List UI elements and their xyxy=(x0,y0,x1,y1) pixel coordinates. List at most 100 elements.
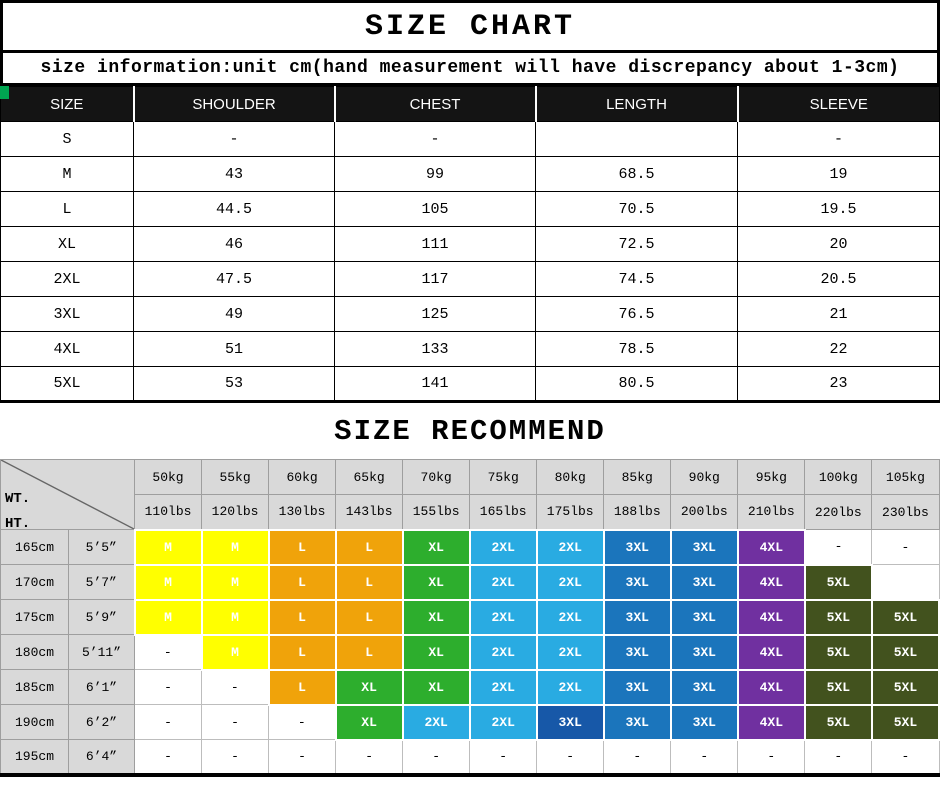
size-recommendation-cell: - xyxy=(268,739,337,775)
size-recommendation-cell: XL xyxy=(401,668,471,706)
size-label-cell: 5XL xyxy=(0,366,134,402)
measurement-cell: 78.5 xyxy=(535,331,738,367)
size-table-header-row: SIZE SHOULDER CHEST LENGTH SLEEVE xyxy=(0,86,940,122)
size-recommendation-cell: 3XL xyxy=(602,633,672,671)
size-recommendation-cell: 3XL xyxy=(535,703,605,741)
weight-lbs-header: 220lbs xyxy=(804,494,873,530)
rec-table-body: 165cm 5’5” M M L L XL 2XL 2XL 3XL 3XL 4XL - -170cm 5’7… xyxy=(0,528,940,775)
measurement-cell: 49 xyxy=(133,296,335,332)
size-recommendation-cell: L xyxy=(334,598,404,636)
size-recommendation-cell: - xyxy=(133,669,203,705)
size-recommendation-cell: - xyxy=(201,669,270,705)
height-cm-label: 185cm xyxy=(0,669,69,705)
measurement-cell: 19.5 xyxy=(737,191,940,227)
measurement-cell: - xyxy=(737,121,940,157)
size-recommendation-cell: 5XL xyxy=(870,598,940,636)
weight-kg-header: 85kg xyxy=(603,459,672,495)
weight-lbs-header: 165lbs xyxy=(469,494,538,530)
size-recommendation-cell: L xyxy=(334,563,404,601)
size-label-cell: L xyxy=(0,191,134,227)
size-recommendation-cell: 3XL xyxy=(602,563,672,601)
weight-kg-header: 95kg xyxy=(737,459,806,495)
size-recommendation-cell: XL xyxy=(334,668,404,706)
weight-kg-header: 60kg xyxy=(268,459,337,495)
size-recommendation-cell: - xyxy=(804,529,873,565)
size-recommendation-cell: XL xyxy=(401,563,471,601)
size-recommendation-cell: M xyxy=(133,563,203,601)
measurement-cell: 105 xyxy=(334,191,536,227)
size-table-row: S--- xyxy=(0,121,940,157)
measurement-cell: 74.5 xyxy=(535,261,738,297)
measurement-cell: 141 xyxy=(334,366,536,402)
size-recommendation-cell: XL xyxy=(401,633,471,671)
size-recommendation-cell: 4XL xyxy=(736,633,806,671)
size-recommendation-cell xyxy=(871,564,940,600)
measurement-cell: 51 xyxy=(133,331,335,367)
green-corner-mark xyxy=(0,86,9,99)
height-cm-label: 170cm xyxy=(0,564,69,600)
weight-kg-header: 75kg xyxy=(469,459,538,495)
weight-kg-header: 105kg xyxy=(871,459,940,495)
size-recommendation-cell: - xyxy=(871,529,940,565)
rec-table-row: 170cm 5’7” M M L L XL 2XL 2XL 3XL 3XL 4XL 5XL xyxy=(0,563,940,601)
size-recommendation-cell: 3XL xyxy=(669,633,739,671)
size-recommendation-cell: 2XL xyxy=(535,528,605,566)
size-recommendation-cell: - xyxy=(804,739,873,775)
size-table-row: XL 46 111 72.5 20 xyxy=(0,226,940,262)
corner-cell: WT. HT. xyxy=(0,459,135,530)
size-recommendation-cell: 4XL xyxy=(736,563,806,601)
weight-kg-header: 80kg xyxy=(536,459,605,495)
size-recommendation-cell: M xyxy=(200,563,270,601)
size-column-header: SIZE xyxy=(0,86,134,122)
weight-lbs-header: 210lbs xyxy=(737,494,806,530)
size-recommendation-cell: M xyxy=(200,598,270,636)
measurement-cell xyxy=(535,121,738,157)
measurement-cell: 80.5 xyxy=(535,366,738,402)
size-recommendation-cell: XL xyxy=(334,703,404,741)
weight-lbs-header: 230lbs xyxy=(871,494,940,530)
size-recommendation-cell: 2XL xyxy=(535,668,605,706)
rec-table-row: 180cm 5’11” - M L L XL 2XL 2XL 3XL 3XL 4XL 5XL 5XL xyxy=(0,633,940,671)
shoulder-column-header: SHOULDER xyxy=(132,86,335,122)
size-table-row: 5XL 53 141 80.5 23 xyxy=(0,366,940,402)
measurement-cell: 117 xyxy=(334,261,536,297)
size-recommendation-cell: 3XL xyxy=(602,668,672,706)
measurement-cell: 53 xyxy=(133,366,335,402)
size-recommendation-cell: 5XL xyxy=(803,598,873,636)
size-recommendation-cell: 5XL xyxy=(803,703,873,741)
size-recommendation-cell: 5XL xyxy=(803,633,873,671)
size-recommendation-cell: 5XL xyxy=(870,633,940,671)
weight-lbs-header: 130lbs xyxy=(268,494,337,530)
size-recommendation-cell: M xyxy=(133,598,203,636)
height-ft-label: 5’9” xyxy=(68,599,135,635)
measurement-cell: 20.5 xyxy=(737,261,940,297)
page-title: SIZE CHART xyxy=(0,0,940,53)
size-recommendation-cell: XL xyxy=(401,598,471,636)
size-recommend-table: WT. HT. 50kg 55kg 60kg 65kg 70kg 75kg 80kg 85kg… xyxy=(0,459,940,777)
measurement-cell: 20 xyxy=(737,226,940,262)
chest-column-header: CHEST xyxy=(333,86,536,122)
size-table-row: M 43 99 68.5 19 xyxy=(0,156,940,192)
size-recommendation-cell: - xyxy=(469,739,538,775)
height-axis-label: HT. xyxy=(5,516,31,530)
weight-lbs-header: 175lbs xyxy=(536,494,605,530)
measurement-cell: - xyxy=(133,121,335,157)
size-recommendation-cell: L xyxy=(267,528,337,566)
size-recommendation-cell: - xyxy=(603,739,672,775)
size-recommendation-cell: 2XL xyxy=(535,633,605,671)
size-table-row: 3XL 49 125 76.5 21 xyxy=(0,296,940,332)
size-recommendation-cell: L xyxy=(334,633,404,671)
measurement-cell: 72.5 xyxy=(535,226,738,262)
size-recommendation-cell: L xyxy=(267,633,337,671)
weight-lbs-header: 143lbs xyxy=(335,494,404,530)
size-recommendation-cell: 5XL xyxy=(870,703,940,741)
size-recommendation-cell: L xyxy=(267,668,337,706)
measurement-cell: 47.5 xyxy=(133,261,335,297)
height-cm-label: 195cm xyxy=(0,739,69,775)
measurement-cell: 23 xyxy=(737,366,940,402)
size-recommendation-cell: 3XL xyxy=(602,703,672,741)
length-column-header: LENGTH xyxy=(534,86,738,122)
size-recommendation-cell: 2XL xyxy=(468,598,538,636)
size-recommendation-cell: M xyxy=(200,633,270,671)
